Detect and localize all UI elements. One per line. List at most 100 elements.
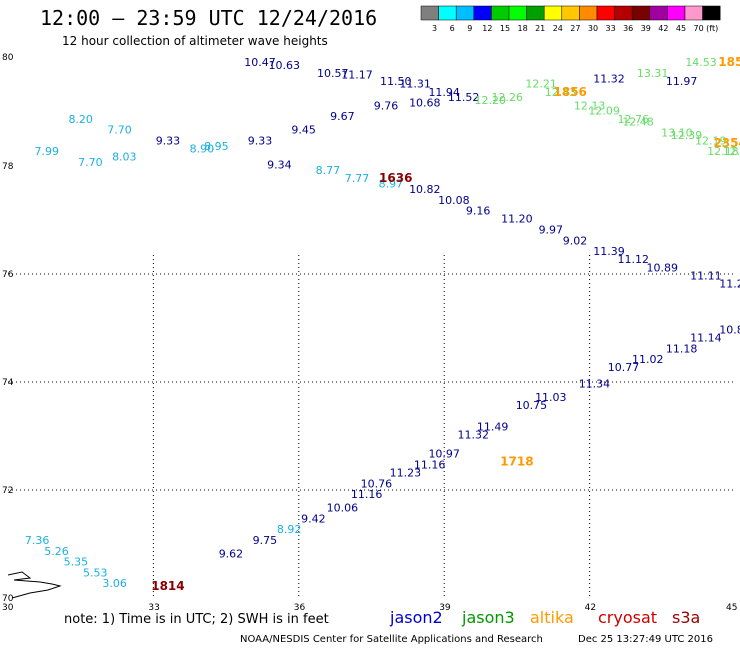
y-tick-label: 70 [2,594,14,604]
swh-value: 12.21 [525,78,557,91]
colorbar-label: 39 [641,24,651,33]
swh-value: 12.13 [574,99,606,112]
swh-value: 11.18 [666,342,698,355]
swh-value: 14.53 [685,56,717,69]
pass-time: 1856 [554,85,587,99]
swh-value: 5.26 [44,545,69,558]
swh-value: 11.52 [448,91,480,104]
swh-value: 11.24 [719,278,740,291]
swh-value: 9.67 [330,110,355,123]
pass-time: 1718 [500,455,533,469]
swh-value: 8.90 [190,143,215,156]
footer-credit: NOAA/NESDIS Center for Satellite Applica… [240,634,543,645]
swh-value: 13.31 [637,67,669,80]
swh-value: 9.75 [253,534,278,547]
coastline [7,571,62,599]
y-tick-label: 76 [2,270,14,280]
swh-value: 8.95 [204,140,229,153]
y-tick-label: 80 [2,53,14,63]
value-labels: 8.20 7.70 9.33 8.958.90 9.33 9.45 9.67 9.76 10.4… [25,56,740,590]
swh-value: 9.16 [466,205,491,218]
coastline-path [7,571,62,599]
swh-value: 11.17 [341,69,373,82]
swh-value: 11.11 [690,269,722,282]
swh-value: 9.97 [539,224,564,237]
swh-value: 3.06 [102,577,127,590]
map-grid [8,255,735,598]
colorbar-swatch [702,5,721,21]
swh-value: 10.57 [317,67,349,80]
swh-value: 10.06 [327,502,359,515]
colorbar-label: 3 [432,24,437,33]
swh-value: 8.97 [379,178,404,191]
legend-altika: altika [530,608,574,627]
colorbar-label: 6 [450,24,455,33]
swh-value: 7.36 [25,534,50,547]
swh-value: 12.18 [707,145,739,158]
colorbar-swatch [491,5,510,21]
swh-value: 10.68 [409,97,441,110]
swh-value: 11.97 [666,75,698,88]
swh-value: 8.92 [277,523,302,536]
swh-value: 8.77 [316,164,341,177]
pass-time: 1636 [379,171,412,185]
swh-value: 11.39 [593,245,625,258]
swh-value: 10.82 [719,323,740,336]
colorbar-label: 18 [518,24,528,33]
y-tick-label: 78 [2,162,14,172]
swh-value: 11.32 [593,72,625,85]
swh-value: 11.32 [458,429,490,442]
colorbar-label: 12 [482,24,492,33]
swh-value: 11.03 [535,391,567,404]
x-tick-label: 33 [148,603,159,613]
x-tick-label: 39 [439,603,451,613]
colorbar-swatch [596,5,615,21]
swh-value: 10.82 [409,183,441,196]
swh-value: 10.63 [269,59,301,72]
footer-date: Dec 25 13:27:49 UTC 2016 [578,634,713,645]
swh-value: 7.70 [107,124,132,137]
swh-value: 12.5 [723,145,740,158]
swh-value: 5.35 [64,556,89,569]
colorbar-label: 21 [535,24,545,33]
colorbar-swatch [579,5,598,21]
colorbar-label: 24 [553,24,563,33]
colorbar-swatch [455,5,475,21]
colorbar-swatch [631,5,651,21]
swh-value: 10.77 [608,361,640,374]
colorbar-label: (ft) [706,24,718,33]
y-tick-label: 72 [2,486,13,496]
swh-value: 10.97 [428,448,460,461]
swh-value: 9.33 [156,134,181,147]
legend-s3a: s3a [672,608,701,627]
swh-value: 8.20 [68,113,93,126]
colorbar-label: 36 [623,24,633,33]
swh-value: 11.31 [399,78,431,91]
swh-value: 12.19 [695,134,727,147]
page-subtitle: 12 hour collection of altimeter wave hei… [62,34,328,48]
swh-value: 12.76 [617,113,649,126]
footer-note: note: 1) Time is in UTC; 2) SWH is in fe… [64,612,329,627]
swh-value: 11.02 [632,353,664,366]
swh-value: 7.99 [35,145,60,158]
colorbar-swatch [508,5,527,21]
x-tick-label: 30 [2,603,14,613]
colorbar-label: 27 [570,24,580,33]
swh-value: 12.43 [545,86,577,99]
x-tick-label: 36 [294,603,306,613]
swh-value: 8.03 [112,151,137,164]
legend-jason3: jason3 [462,608,515,627]
time-labels: 1859 1856 2354 1636 1718 1814 [151,55,740,593]
colorbar-label: 70 [694,24,704,33]
colorbar-label: 42 [658,24,668,33]
colorbar-label: 9 [467,24,472,33]
swh-value: 11.94 [428,86,460,99]
swh-value: 12.48 [622,116,654,129]
swh-value: 11.14 [690,332,722,345]
pass-time: 1814 [151,579,184,593]
colorbar-swatch [438,5,457,21]
swh-value: 11.50 [380,75,412,88]
swh-value: 11.16 [414,458,446,471]
pass-time: 2354 [713,136,740,150]
swh-value: 12.20 [474,94,506,107]
